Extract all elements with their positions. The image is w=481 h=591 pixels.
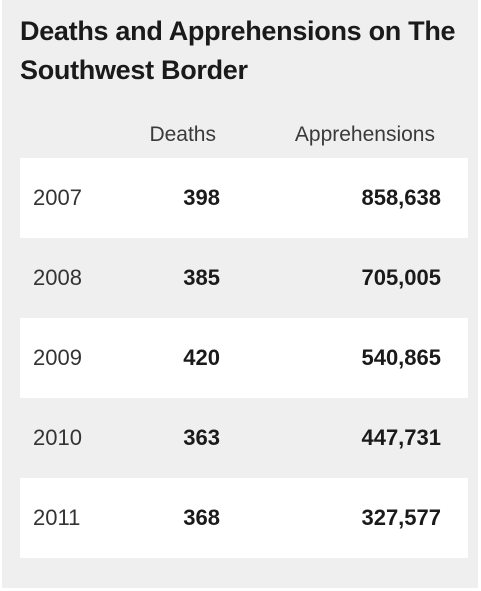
column-header-deaths: Deaths: [149, 123, 216, 146]
deaths-cell: 368: [183, 505, 220, 530]
deaths-cell: 385: [183, 265, 220, 290]
year-cell: 2011: [33, 505, 81, 530]
deaths-cell: 420: [183, 345, 220, 370]
apprehensions-cell: 327,577: [361, 505, 441, 530]
year-cell: 2010: [33, 425, 82, 450]
table-row: 2008 385 705,005: [20, 238, 468, 318]
deaths-cell: 363: [183, 425, 220, 450]
year-cell: 2009: [33, 345, 82, 370]
table-body: 2007 398 858,638 2008 385 705,005 2009 4…: [20, 158, 468, 558]
column-header-apprehensions: Apprehensions: [294, 123, 435, 146]
table-row: 2011 368 327,577: [20, 478, 468, 558]
table-row: 2009 420 540,865: [20, 318, 468, 398]
year-cell: 2008: [33, 265, 82, 290]
table-row: 2010 363 447,731: [20, 398, 468, 478]
table-title: Deaths and Apprehensions on The Southwes…: [20, 16, 456, 85]
deaths-cell: 398: [183, 185, 220, 210]
apprehensions-cell: 705,005: [361, 265, 441, 290]
apprehensions-cell: 540,865: [361, 345, 441, 370]
apprehensions-cell: 858,638: [361, 185, 441, 210]
year-cell: 2007: [33, 185, 82, 210]
apprehensions-cell: 447,731: [361, 425, 441, 450]
table-row: 2007 398 858,638: [20, 158, 468, 238]
